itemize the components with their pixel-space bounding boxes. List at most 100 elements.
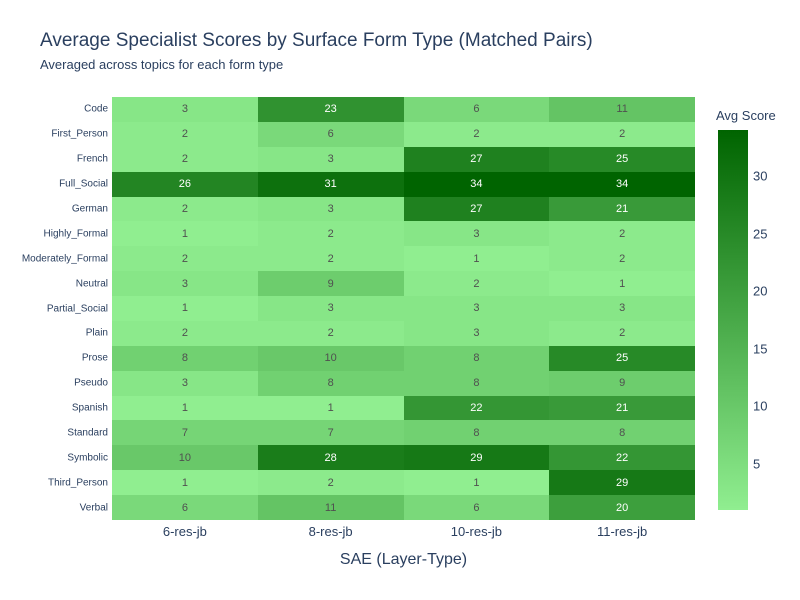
heatmap-cell: 27 [403, 196, 550, 222]
x-tick-label: 6-res-jb [162, 524, 207, 539]
heatmap-cell: 8 [112, 345, 258, 371]
heatmap-cell: 25 [549, 146, 695, 172]
heatmap-cell: 11 [257, 495, 404, 520]
heatmap-cell: 7 [257, 420, 404, 446]
y-tick-label: Full_Social [59, 178, 108, 190]
heatmap-cell: 1 [112, 221, 258, 247]
y-tick-label: Plain [85, 327, 108, 339]
colorbar-title: Avg Score [716, 108, 776, 123]
heatmap-cell: 3 [257, 146, 404, 172]
heatmap-cell: 22 [549, 445, 695, 471]
x-axis-labels: 6-res-jb 8-res-jb 10-res-jb 11-res-jb [112, 524, 695, 542]
y-tick-label: Standard [67, 427, 108, 439]
heatmap-cell: 8 [257, 370, 404, 396]
y-tick-label: Symbolic [67, 452, 108, 464]
heatmap-cell: 2 [112, 196, 258, 222]
colorbar-tick-label: 15 [753, 341, 768, 357]
colorbar-tick-label: 30 [753, 168, 768, 184]
heatmap-cell: 23 [257, 97, 404, 122]
heatmap-cell: 1 [257, 395, 404, 421]
y-tick-label: Moderately_Formal [21, 253, 108, 265]
heatmap-cell: 1 [112, 470, 258, 496]
colorbar-tick-label: 10 [753, 398, 768, 414]
chart-title: Average Specialist Scores by Surface For… [40, 30, 593, 51]
heatmap-cell: 3 [403, 320, 550, 346]
heatmap-cell: 6 [403, 495, 550, 520]
heatmap-cell: 26 [112, 171, 258, 197]
x-tick-label: 8-res-jb [308, 524, 353, 539]
heatmap-cell: 8 [549, 420, 695, 446]
heatmap-cell: 3 [403, 296, 550, 321]
heatmap-cell: 3 [112, 271, 258, 297]
colorbar-tick-label: 25 [753, 226, 768, 242]
heatmap-cell: 2 [549, 221, 695, 247]
heatmap-cell: 6 [403, 97, 550, 122]
y-tick-label: Neutral [75, 278, 108, 290]
heatmap-cell: 11 [549, 97, 695, 122]
heatmap-cell: 8 [403, 420, 550, 446]
heatmap-cell: 3 [257, 296, 404, 321]
y-tick-label: Spanish [71, 402, 108, 414]
y-tick-label: First_Person [51, 128, 108, 140]
x-tick-label: 10-res-jb [450, 524, 503, 539]
y-tick-label: Pseudo [74, 377, 108, 389]
y-tick-label: Code [84, 103, 108, 115]
heatmap-cell: 20 [549, 495, 695, 520]
heatmap-cell: 2 [112, 320, 258, 346]
heatmap-cell: 2 [549, 246, 695, 272]
heatmap-cell: 10 [257, 345, 404, 371]
heatmap-cell: 9 [549, 370, 695, 396]
heatmap-cell: 1 [112, 395, 258, 421]
heatmap-cell: 2 [403, 271, 550, 297]
heatmap-cell: 3 [112, 370, 258, 396]
heatmap-cell: 28 [257, 445, 404, 471]
heatmap-cell: 8 [403, 370, 550, 396]
heatmap-cell: 2 [257, 221, 404, 247]
x-axis-title: SAE (Layer-Type) [339, 551, 468, 568]
heatmap-cell: 3 [403, 221, 550, 247]
y-tick-label: Third_Person [47, 477, 108, 489]
heatmap-cell: 2 [112, 121, 258, 147]
y-tick-label: Highly_Formal [43, 228, 108, 240]
y-tick-label: Prose [81, 352, 108, 364]
heatmap-cell: 27 [403, 146, 550, 172]
colorbar-tick-label: 5 [753, 456, 761, 472]
heatmap-cell: 2 [112, 146, 258, 172]
heatmap-cell: 1 [549, 271, 695, 297]
heatmap-cell: 2 [257, 470, 404, 496]
heatmap-cell: 34 [403, 171, 550, 197]
heatmap-cell: 29 [549, 470, 695, 496]
y-tick-label: French [76, 153, 108, 165]
heatmap-cell: 2 [549, 121, 695, 147]
heatmap-cell: 25 [549, 345, 695, 371]
heatmap-cell: 6 [257, 121, 404, 147]
heatmap-cell: 31 [257, 171, 404, 197]
y-tick-label: Verbal [79, 502, 108, 514]
heatmap-cell: 9 [257, 271, 404, 297]
heatmap-cell: 21 [549, 395, 695, 421]
colorbar-tick-label: 20 [753, 283, 768, 299]
heatmap-cell: 21 [549, 196, 695, 222]
heatmap-cell: 2 [549, 320, 695, 346]
heatmap-cell: 2 [112, 246, 258, 272]
heatmap-cell: 2 [257, 246, 404, 272]
heatmap-cell: 29 [403, 445, 550, 471]
y-axis-labels: Code First_Person French Full_Social German H… [0, 97, 108, 520]
y-tick-label: German [71, 203, 108, 215]
heatmap-cell: 8 [403, 345, 550, 371]
heatmap-cell: 3 [549, 296, 695, 321]
heatmap-cell: 7 [112, 420, 258, 446]
heatmap-cell: 34 [549, 171, 695, 197]
colorbar-gradient [718, 130, 748, 510]
x-tick-label: 11-res-jb [596, 524, 648, 539]
heatmap-cell: 2 [257, 320, 404, 346]
heatmap-cell: 3 [112, 97, 258, 122]
heatmap-cell: 1 [403, 246, 550, 272]
y-tick-label: Partial_Social [46, 303, 108, 314]
colorbar-ticks: 5 10 15 20 25 30 [753, 130, 793, 510]
heatmap-cell: 2 [403, 121, 550, 147]
heatmap-cell: 22 [403, 395, 550, 421]
heatmap-cell: 10 [112, 445, 258, 471]
heatmap-cell: 3 [257, 196, 404, 222]
